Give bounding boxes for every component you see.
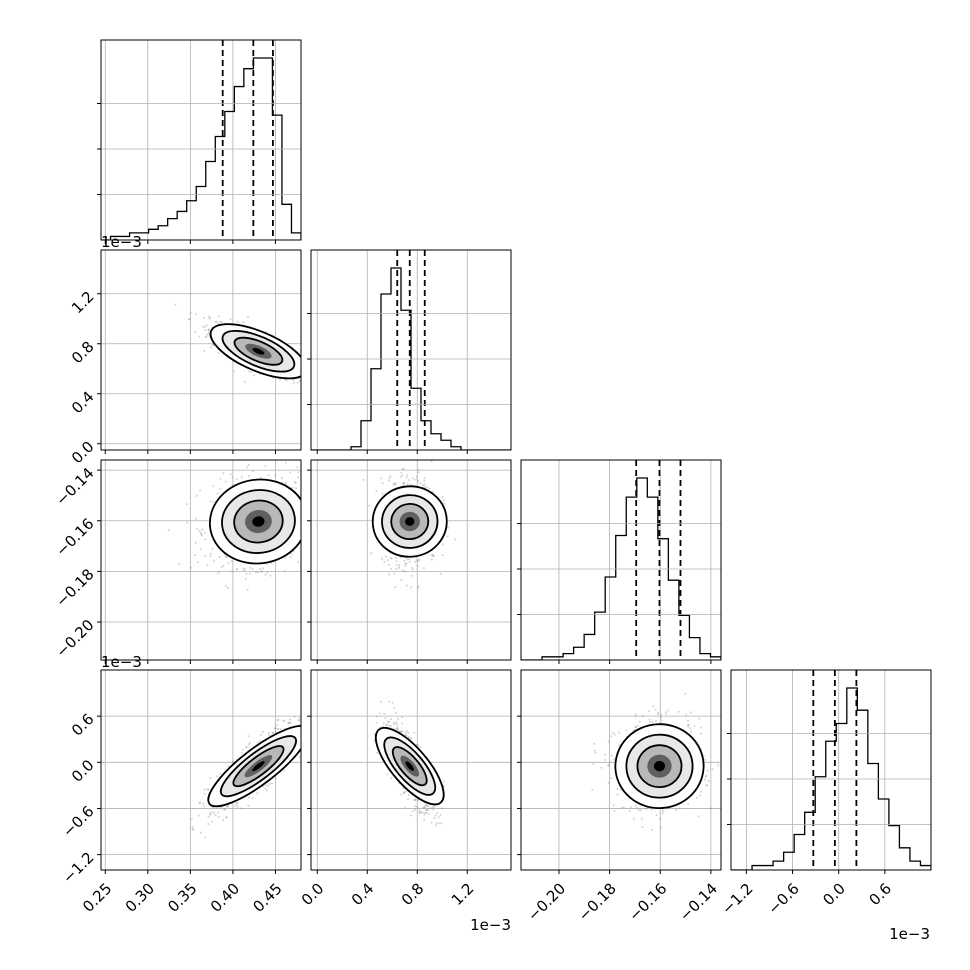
contour-line (233, 336, 284, 366)
density-level (252, 761, 265, 772)
y-tick-label: 0.0 (68, 756, 98, 786)
panel-1-0 (97, 249, 302, 454)
contour-line (371, 485, 448, 558)
y-tick-label: −0.6 (59, 802, 97, 840)
x-tick-label: −0.14 (676, 880, 721, 925)
panel-frame (100, 249, 302, 451)
x-offset-label-col3: 1e−3 (889, 925, 930, 943)
contour-line (383, 736, 437, 796)
y-tick-label: −1.2 (59, 848, 97, 886)
histogram-3 (731, 687, 931, 870)
contour-line (207, 725, 301, 808)
y-tick-label: 0.6 (68, 710, 98, 740)
y-tick-label: −0.18 (52, 565, 97, 610)
contour-line (209, 323, 301, 380)
y-tick-label: −0.16 (52, 515, 97, 560)
histogram-1 (311, 267, 511, 450)
x-tick-label: 0.40 (207, 880, 243, 916)
y-offset-label-row3: 1e−3 (101, 653, 142, 671)
x-tick-label: 0.0 (819, 880, 849, 910)
x-tick-label: 0.6 (866, 880, 896, 910)
density-level (405, 517, 415, 526)
y-tick-label: −0.20 (52, 616, 97, 661)
contour-line (221, 329, 296, 373)
y-tick-label: −0.14 (52, 464, 97, 509)
x-tick-label: −1.2 (718, 880, 756, 918)
panel-2-1 (307, 459, 512, 664)
contour-line (233, 499, 284, 544)
contour-line (390, 503, 430, 541)
contour-line (232, 745, 285, 788)
density-level (252, 516, 265, 527)
contour-line (391, 746, 428, 787)
x-tick-label: 0.45 (249, 880, 285, 916)
x-tick-label: 0.30 (122, 880, 158, 916)
x-tick-label: −0.6 (764, 880, 802, 918)
panel-frame (100, 669, 302, 871)
y-offset-label-row1: 1e−3 (101, 233, 142, 251)
x-tick-label: 0.4 (348, 880, 378, 910)
panel-frame (310, 669, 512, 871)
panel-frame (310, 459, 512, 661)
panel-frame (520, 669, 722, 871)
panel-frame (100, 459, 302, 661)
panel-frame (100, 39, 302, 241)
panel-2-2 (517, 459, 722, 664)
y-tick-label: 0.0 (68, 438, 98, 468)
x-offset-label-col1: 1e−3 (470, 916, 511, 934)
x-tick-label: 1.2 (448, 880, 478, 910)
density-level (405, 761, 414, 771)
panel-3-0 (97, 669, 302, 874)
panel-3-1 (307, 669, 512, 874)
panel-frame (310, 249, 512, 451)
panel-3-3 (727, 669, 932, 874)
contour-line (374, 727, 445, 806)
y-tick-label: 0.4 (68, 388, 98, 418)
x-tick-label: 0.25 (79, 880, 115, 916)
contour-line (614, 723, 705, 810)
panel-frame (520, 459, 722, 661)
histogram-2 (521, 477, 721, 660)
panel-frame (730, 669, 932, 871)
contour-line (625, 733, 694, 799)
x-tick-label: 0.35 (164, 880, 200, 916)
contour-line (219, 735, 297, 798)
contour-line (208, 478, 301, 565)
y-tick-label: 0.8 (68, 338, 98, 368)
x-tick-label: −0.16 (625, 880, 670, 925)
x-tick-label: −0.18 (575, 880, 620, 925)
contour-line (636, 744, 683, 789)
density-level (653, 760, 665, 772)
histogram-0 (101, 57, 301, 240)
density-level (252, 347, 265, 355)
x-tick-label: 0.0 (298, 880, 328, 910)
contour-line (381, 494, 439, 549)
panel-3-2 (517, 669, 722, 874)
x-tick-label: 0.8 (398, 880, 428, 910)
y-tick-label: 1.2 (68, 288, 98, 318)
contour-line (221, 489, 296, 554)
panel-1-1 (307, 249, 512, 454)
x-tick-label: −0.20 (524, 880, 569, 925)
panel-0-0 (97, 39, 302, 244)
panel-2-0 (97, 459, 302, 664)
